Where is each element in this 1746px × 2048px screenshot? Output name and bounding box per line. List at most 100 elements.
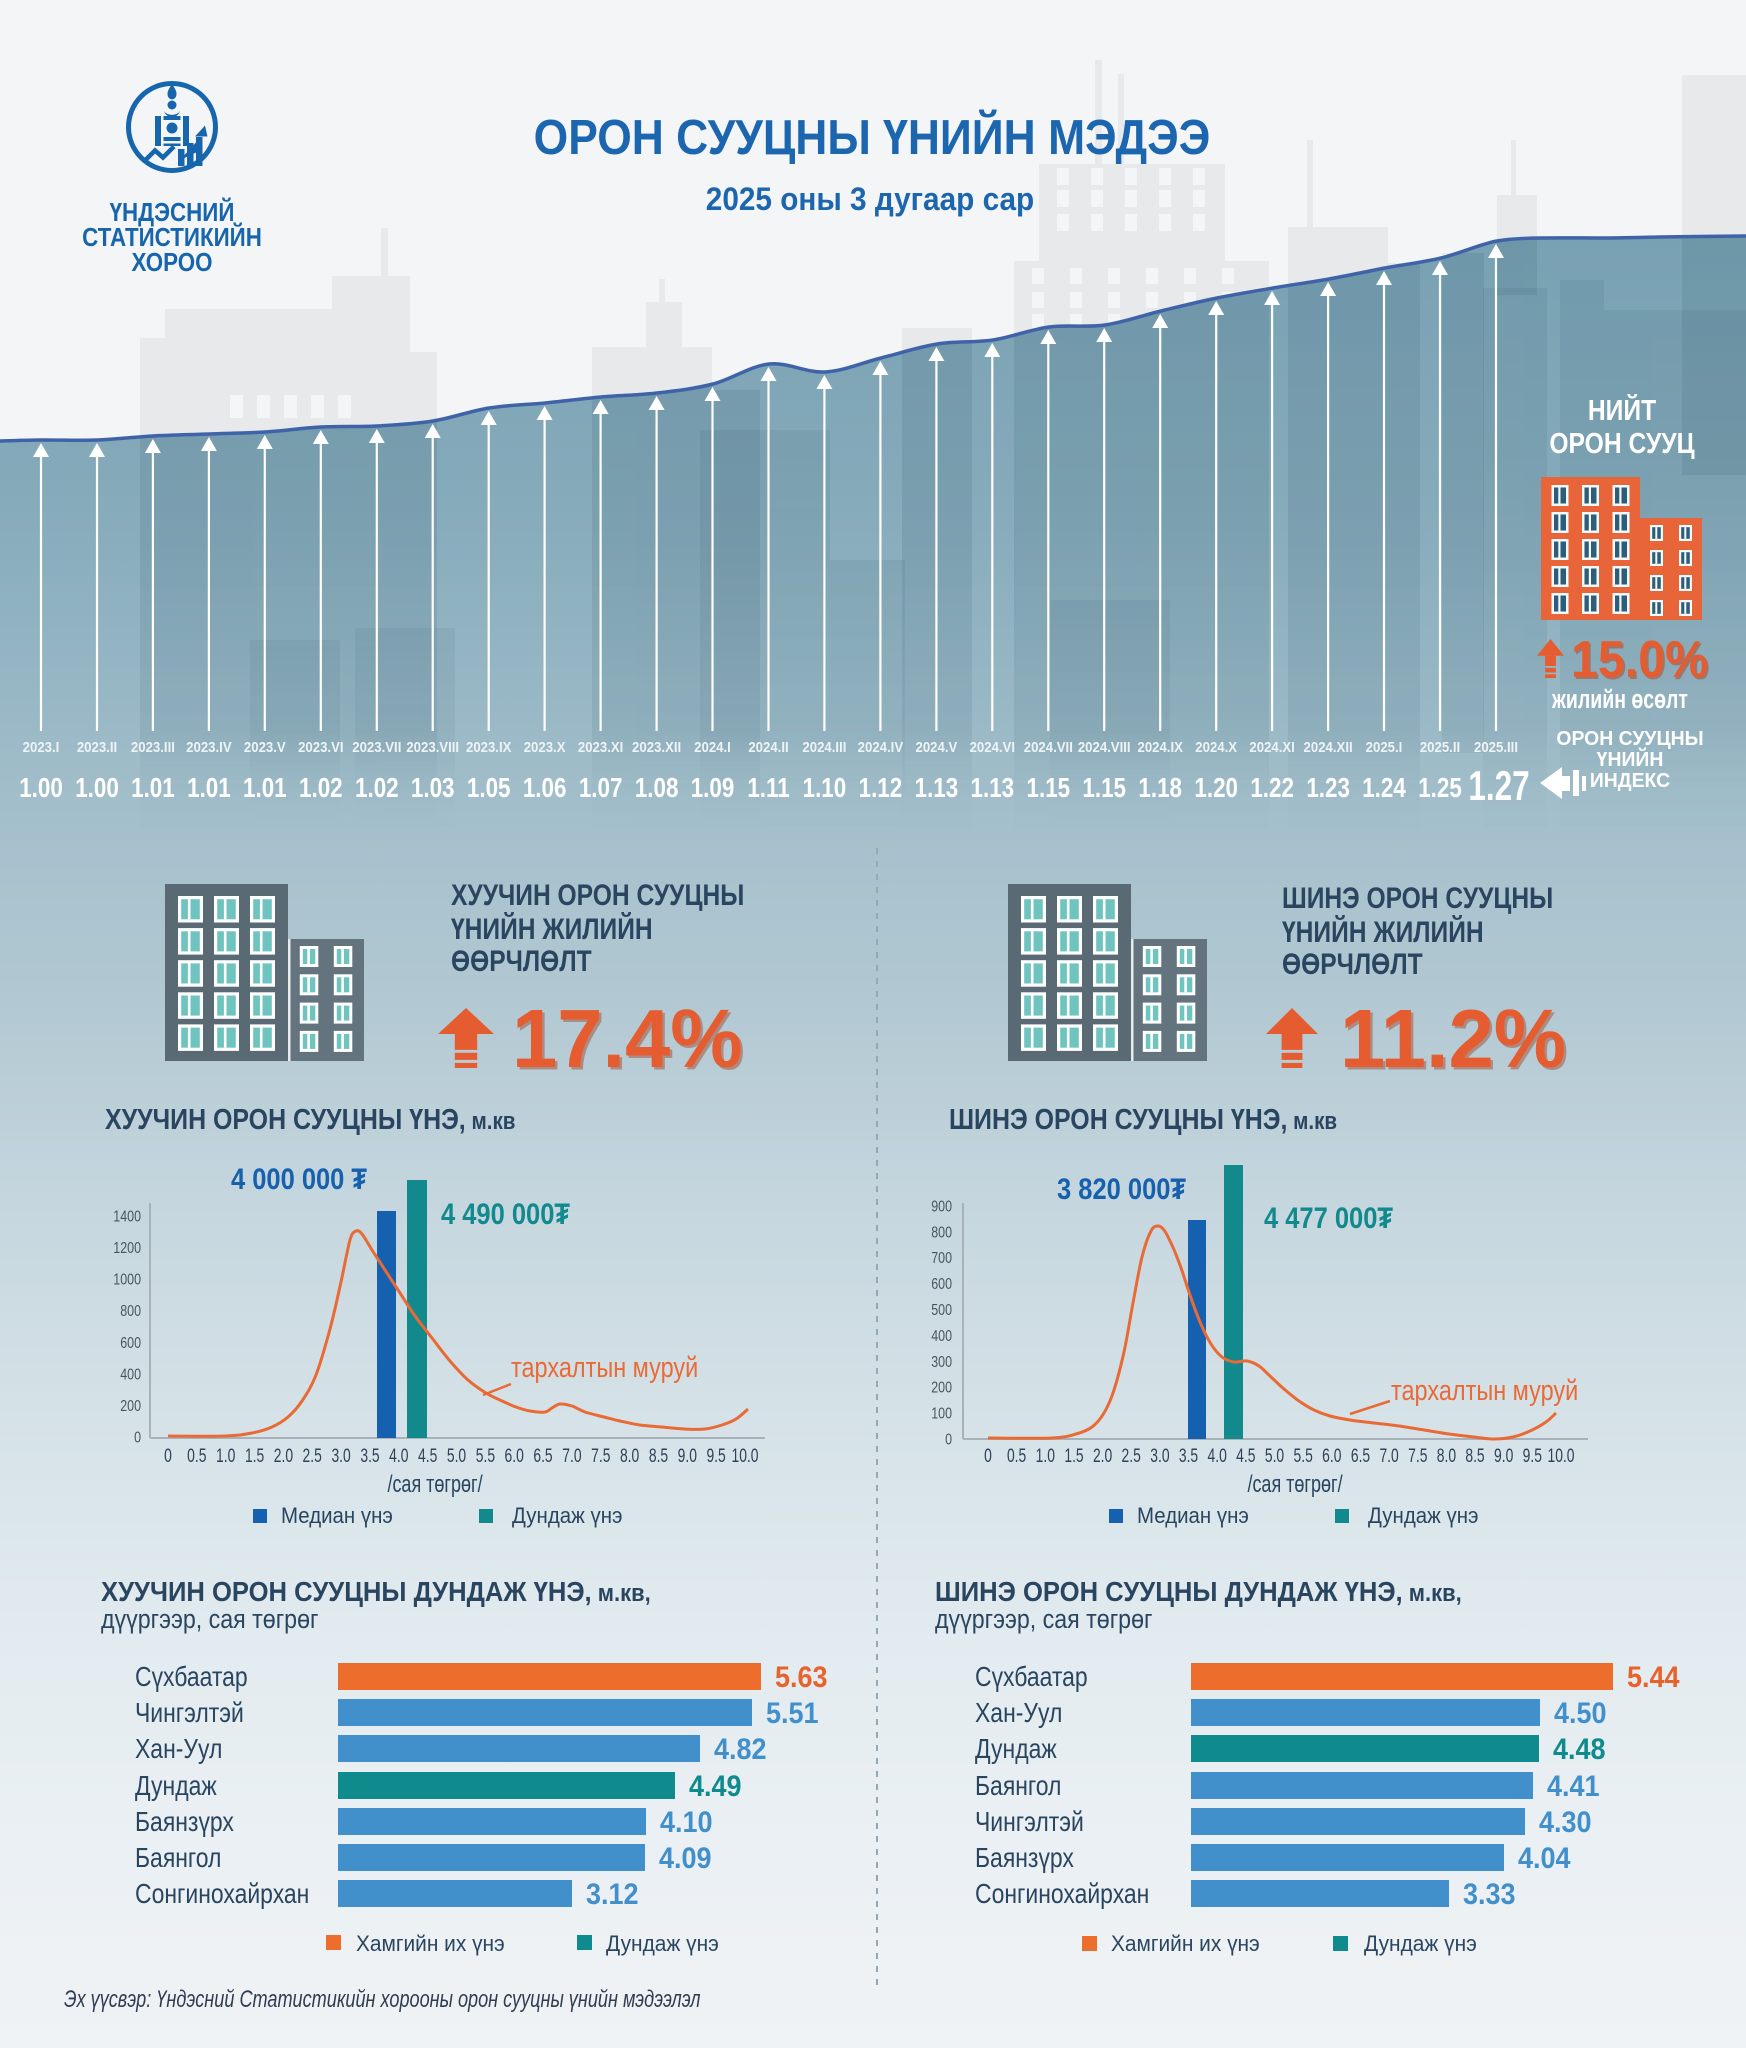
- svg-text:1.00: 1.00: [75, 773, 119, 804]
- svg-text:1.07: 1.07: [579, 773, 623, 804]
- svg-text:4.0: 4.0: [389, 1445, 408, 1467]
- svg-text:1.02: 1.02: [355, 773, 399, 804]
- svg-text:1.0: 1.0: [216, 1445, 235, 1467]
- svg-text:1.18: 1.18: [1138, 773, 1182, 804]
- svg-text:0: 0: [134, 1429, 141, 1447]
- svg-text:200: 200: [120, 1398, 141, 1416]
- svg-text:ҮНИЙН: ҮНИЙН: [1597, 747, 1664, 771]
- svg-text:2025.II: 2025.II: [1420, 738, 1460, 755]
- svg-text:400: 400: [120, 1366, 141, 1384]
- svg-text:ШИНЭ ОРОН СУУЦНЫ ДУНДАЖ ҮНЭ, м: ШИНЭ ОРОН СУУЦНЫ ДУНДАЖ ҮНЭ, м.кв,: [935, 1576, 1462, 1607]
- svg-text:2023.IX: 2023.IX: [466, 738, 512, 755]
- svg-text:Хамгийн их үнэ: Хамгийн их үнэ: [356, 1932, 505, 1957]
- svg-text:0.5: 0.5: [1007, 1445, 1026, 1467]
- svg-text:2024.III: 2024.III: [802, 738, 846, 755]
- svg-text:Хамгийн их үнэ: Хамгийн их үнэ: [1111, 1932, 1260, 1957]
- svg-text:Дундаж: Дундаж: [135, 1771, 217, 1802]
- svg-text:1.06: 1.06: [523, 773, 567, 804]
- svg-text:6.0: 6.0: [505, 1445, 524, 1467]
- svg-text:10.0: 10.0: [732, 1445, 759, 1467]
- svg-text:2024.VII: 2024.VII: [1024, 738, 1073, 755]
- svg-text:5.5: 5.5: [476, 1445, 495, 1467]
- svg-text:Сүхбаатар: Сүхбаатар: [135, 1662, 248, 1693]
- svg-text:500: 500: [931, 1302, 952, 1320]
- svg-text:ӨӨРЧЛӨЛТ: ӨӨРЧЛӨЛТ: [1282, 947, 1423, 981]
- svg-text:НИЙТ: НИЙТ: [1588, 393, 1657, 426]
- svg-text:9.5: 9.5: [706, 1445, 725, 1467]
- svg-text:2024.IX: 2024.IX: [1137, 738, 1183, 755]
- svg-text:Дундаж үнэ: Дундаж үнэ: [512, 1503, 622, 1528]
- svg-text:ОРОН СУУЦНЫ ҮНИЙН МЭДЭЭ: ОРОН СУУЦНЫ ҮНИЙН МЭДЭЭ: [534, 110, 1211, 164]
- svg-text:3.0: 3.0: [331, 1445, 350, 1467]
- svg-text:2024.VIII: 2024.VIII: [1078, 738, 1131, 755]
- svg-text:600: 600: [931, 1276, 952, 1294]
- svg-text:4.04: 4.04: [1518, 1842, 1571, 1876]
- svg-text:1.12: 1.12: [859, 773, 903, 804]
- svg-text:2024.XI: 2024.XI: [1249, 738, 1294, 755]
- svg-text:10.0: 10.0: [1548, 1445, 1575, 1467]
- svg-text:400: 400: [931, 1328, 952, 1346]
- svg-text:4.48: 4.48: [1553, 1733, 1606, 1767]
- svg-text:1.0: 1.0: [1036, 1445, 1055, 1467]
- svg-text:дүүргээр, сая төгрөг: дүүргээр, сая төгрөг: [101, 1604, 318, 1634]
- svg-text:ОРОН СУУЦНЫ: ОРОН СУУЦНЫ: [1556, 728, 1703, 750]
- svg-text:1.27: 1.27: [1468, 762, 1529, 810]
- svg-text:600: 600: [120, 1334, 141, 1352]
- svg-text:2023.I: 2023.I: [23, 738, 60, 755]
- svg-text:1.08: 1.08: [635, 773, 679, 804]
- svg-text:2024.I: 2024.I: [694, 738, 731, 755]
- svg-text:11.2%: 11.2%: [1343, 996, 1569, 1088]
- svg-text:3 820 000₮: 3 820 000₮: [1057, 1172, 1186, 1205]
- svg-text:ҮНИЙН ЖИЛИЙН: ҮНИЙН ЖИЛИЙН: [451, 911, 653, 946]
- svg-text:1.00: 1.00: [19, 773, 63, 804]
- svg-text:2025.III: 2025.III: [1474, 738, 1518, 755]
- svg-text:Баянгол: Баянгол: [975, 1771, 1061, 1802]
- svg-text:4.50: 4.50: [1554, 1697, 1607, 1731]
- svg-text:Сонгинохайрхан: Сонгинохайрхан: [975, 1879, 1149, 1910]
- svg-text:1.01: 1.01: [243, 773, 287, 804]
- svg-text:100: 100: [931, 1405, 952, 1423]
- svg-text:/сая төгрөг/: /сая төгрөг/: [1247, 1472, 1342, 1498]
- svg-text:4 490 000₮: 4 490 000₮: [441, 1197, 570, 1230]
- svg-text:ӨӨРЧЛӨЛТ: ӨӨРЧЛӨЛТ: [451, 944, 592, 978]
- svg-text:2025.I: 2025.I: [1366, 738, 1403, 755]
- svg-text:2.0: 2.0: [1093, 1445, 1112, 1467]
- svg-text:2023.VIII: 2023.VIII: [406, 738, 459, 755]
- svg-text:8.0: 8.0: [620, 1445, 639, 1467]
- svg-text:15.0%: 15.0%: [1573, 632, 1710, 690]
- svg-text:300: 300: [931, 1353, 952, 1371]
- svg-text:2023.XII: 2023.XII: [632, 738, 681, 755]
- svg-text:1200: 1200: [113, 1240, 141, 1258]
- svg-text:ШИНЭ ОРОН СУУЦНЫ ҮНЭ, м.кв: ШИНЭ ОРОН СУУЦНЫ ҮНЭ, м.кв: [949, 1103, 1337, 1135]
- svg-text:ОРОН СУУЦ: ОРОН СУУЦ: [1549, 427, 1695, 459]
- svg-text:6.5: 6.5: [533, 1445, 552, 1467]
- svg-text:Хан-Уул: Хан-Уул: [135, 1734, 222, 1765]
- svg-text:2024.IV: 2024.IV: [858, 738, 904, 755]
- svg-text:Дундаж: Дундаж: [975, 1734, 1057, 1765]
- svg-text:1.20: 1.20: [1194, 773, 1238, 804]
- svg-text:0: 0: [984, 1445, 992, 1467]
- svg-text:900: 900: [931, 1198, 952, 1216]
- svg-text:4.82: 4.82: [714, 1733, 767, 1767]
- svg-text:1400: 1400: [113, 1208, 141, 1226]
- svg-text:4 477 000₮: 4 477 000₮: [1264, 1201, 1393, 1234]
- svg-text:9.0: 9.0: [678, 1445, 697, 1467]
- svg-text:Дундаж үнэ: Дундаж үнэ: [1368, 1503, 1478, 1528]
- svg-text:1.5: 1.5: [1064, 1445, 1083, 1467]
- svg-text:ШИНЭ ОРОН СУУЦНЫ: ШИНЭ ОРОН СУУЦНЫ: [1282, 881, 1553, 915]
- svg-text:1.11: 1.11: [747, 773, 789, 804]
- svg-text:700: 700: [931, 1250, 952, 1268]
- svg-text:Сүхбаатар: Сүхбаатар: [975, 1662, 1088, 1693]
- svg-text:Баянгол: Баянгол: [135, 1843, 221, 1874]
- svg-text:1.10: 1.10: [803, 773, 847, 804]
- svg-text:1.02: 1.02: [299, 773, 343, 804]
- svg-text:2024.VI: 2024.VI: [970, 738, 1015, 755]
- svg-text:ХУУЧИН ОРОН СУУЦНЫ ҮНЭ, м.кв: ХУУЧИН ОРОН СУУЦНЫ ҮНЭ, м.кв: [105, 1103, 515, 1135]
- svg-text:0: 0: [164, 1445, 172, 1467]
- svg-text:2023.VI: 2023.VI: [298, 738, 343, 755]
- svg-text:8.5: 8.5: [649, 1445, 668, 1467]
- svg-text:тархалтын муруй: тархалтын муруй: [511, 1351, 698, 1384]
- svg-text:6.5: 6.5: [1351, 1445, 1370, 1467]
- svg-text:ХУУЧИН ОРОН СУУЦНЫ: ХУУЧИН ОРОН СУУЦНЫ: [451, 878, 744, 912]
- svg-text:4.0: 4.0: [1208, 1445, 1227, 1467]
